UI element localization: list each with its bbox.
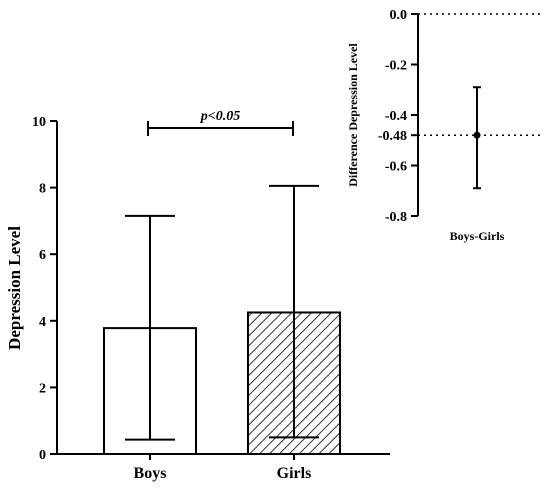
main-y-axis-label: Depression Level — [5, 226, 24, 350]
inset-points — [473, 86, 481, 190]
main-y-ticks: 0 2 4 6 8 10 — [32, 115, 57, 463]
main-y-tick-label: 8 — [39, 182, 46, 197]
inset-y-ticks: 0.0 -0.2 -0.4 -0.48 -0.6 -0.8 — [378, 8, 418, 225]
main-y-tick-label: 10 — [32, 115, 46, 130]
inset-y-tick-label: -0.8 — [385, 210, 407, 225]
main-error-bars — [125, 184, 319, 441]
main-bar-chart: 0 2 4 6 8 10 Boys Girls Depression Level p<0.0… — [5, 109, 390, 482]
inset-y-tick-label: 0.0 — [390, 8, 408, 23]
inset-y-tick-label: -0.48 — [378, 129, 407, 144]
significance-label: p<0.05 — [200, 109, 240, 124]
inset-y-tick-label: -0.2 — [385, 59, 407, 74]
main-y-tick-label: 2 — [39, 381, 46, 396]
main-category-labels: Boys Girls — [134, 454, 312, 482]
main-y-tick-label: 6 — [39, 248, 46, 263]
inset-category-label: Boys-Girls — [450, 229, 505, 243]
inset-difference-chart: 0.0 -0.2 -0.4 -0.48 -0.6 -0.8 Boys-Girls Diff… — [346, 8, 544, 243]
main-y-tick-label: 4 — [39, 315, 46, 330]
inset-y-tick-label: -0.6 — [385, 160, 407, 175]
inset-category-labels: Boys-Girls — [450, 229, 505, 243]
inset-reference-lines — [418, 13, 544, 136]
significance-bracket: p<0.05 — [147, 109, 294, 136]
difference-point — [473, 131, 481, 139]
main-bars — [103, 311, 341, 456]
category-label-girls: Girls — [277, 465, 312, 482]
inset-y-axis-label: Difference Depression Level — [346, 43, 360, 187]
main-y-tick-label: 0 — [39, 448, 46, 463]
category-label-boys: Boys — [134, 465, 167, 482]
inset-y-tick-label: -0.4 — [385, 109, 407, 124]
